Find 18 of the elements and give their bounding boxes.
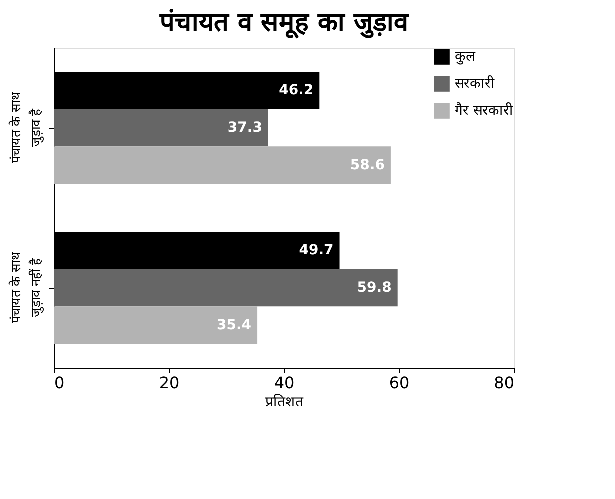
legend-label: कुल [455,49,476,65]
x-tick-label: 0 [54,374,65,392]
legend-label: गैर सरकारी [455,102,514,119]
data-label: 37.3 [228,120,262,136]
x-tick-label: 80 [494,374,514,392]
x-tick-label: 20 [159,374,180,392]
y-tick-label: पंचायत के साथ जुड़ाव नहीं है [8,251,44,324]
chart-title: पंचायत व समूह का जुड़ाव [158,8,410,39]
x-tick-label: 40 [274,374,295,392]
data-label: 58.6 [350,157,385,174]
y-tick-label: पंचायत के साथ जुड़ाव है [8,91,44,164]
data-label: 46.2 [279,82,314,99]
x-tick-label: 60 [389,374,410,392]
legend-label: सरकारी [455,75,495,92]
data-label: 49.7 [299,242,334,259]
data-label: 35.4 [217,317,252,334]
data-label: 59.8 [357,280,392,296]
x-axis-title: प्रतिशत [266,394,304,410]
